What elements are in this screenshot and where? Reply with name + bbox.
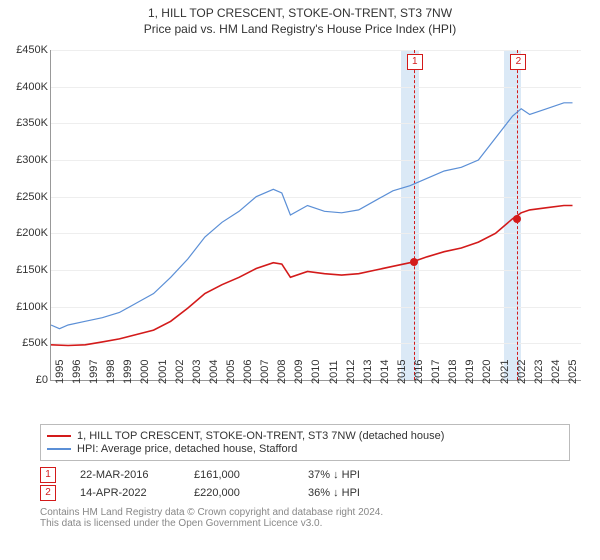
legend-row: 1, HILL TOP CRESCENT, STOKE-ON-TRENT, ST… [47,430,563,442]
sales-row: 2 14-APR-2022 £220,000 36% ↓ HPI [40,485,570,501]
sale-marker: 2 [40,485,56,501]
footer-line: Contains HM Land Registry data © Crown c… [40,507,570,518]
page-root: 1, HILL TOP CRESCENT, STOKE-ON-TRENT, ST… [0,0,600,529]
chart-plot: 12 [50,50,581,381]
sale-date: 14-APR-2022 [80,487,170,499]
chart-marker: 2 [510,54,526,70]
chart-svg [51,50,581,380]
y-axis-label: £200K [4,227,48,239]
titles: 1, HILL TOP CRESCENT, STOKE-ON-TRENT, ST… [0,0,600,36]
footer-line: This data is licensed under the Open Gov… [40,518,570,529]
sale-delta: 37% ↓ HPI [308,469,398,481]
chart-marker: 1 [407,54,423,70]
sale-date: 22-MAR-2016 [80,469,170,481]
y-axis-label: £450K [4,44,48,56]
legend-box: 1, HILL TOP CRESCENT, STOKE-ON-TRENT, ST… [40,424,570,461]
y-axis-label: £300K [4,154,48,166]
sale-dot [410,258,418,266]
legend-row: HPI: Average price, detached house, Staf… [47,443,563,455]
legend-swatch [47,435,71,437]
chart-title: 1, HILL TOP CRESCENT, STOKE-ON-TRENT, ST… [0,6,600,20]
legend-swatch [47,448,71,450]
y-axis-label: £250K [4,191,48,203]
y-axis-label: £50K [4,337,48,349]
y-axis-label: £400K [4,81,48,93]
chart-subtitle: Price paid vs. HM Land Registry's House … [0,22,600,36]
y-axis-label: £150K [4,264,48,276]
sales-row: 1 22-MAR-2016 £161,000 37% ↓ HPI [40,467,570,483]
y-axis-label: £0 [4,374,48,386]
legend-label: HPI: Average price, detached house, Staf… [77,443,297,455]
y-axis-label: £100K [4,301,48,313]
sale-price: £220,000 [194,487,284,499]
legend-label: 1, HILL TOP CRESCENT, STOKE-ON-TRENT, ST… [77,430,444,442]
sale-marker: 1 [40,467,56,483]
sale-delta: 36% ↓ HPI [308,487,398,499]
sale-price: £161,000 [194,469,284,481]
footer: Contains HM Land Registry data © Crown c… [40,507,570,529]
sales-table: 1 22-MAR-2016 £161,000 37% ↓ HPI 2 14-AP… [40,467,570,501]
sale-dot [513,215,521,223]
y-axis-label: £350K [4,117,48,129]
chart-area: 12 £0£50K£100K£150K£200K£250K£300K£350K£… [0,40,600,420]
